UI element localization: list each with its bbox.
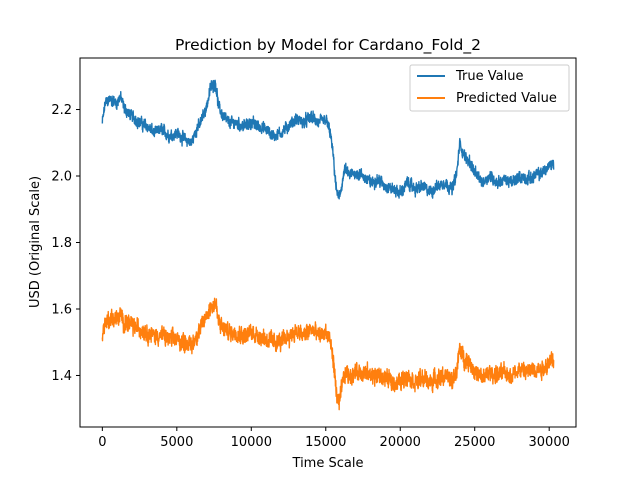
predicted-value-line <box>101 297 555 411</box>
x-tick-label: 15000 <box>305 435 346 450</box>
x-tick-label: 10000 <box>231 435 272 450</box>
series-layer <box>101 79 555 411</box>
y-tick-label: 1.8 <box>51 236 72 251</box>
x-tick-label: 20000 <box>380 435 421 450</box>
y-tick-label: 2.2 <box>51 103 72 118</box>
legend: True Value Predicted Value <box>409 64 570 112</box>
y-tick-label: 2.0 <box>51 170 72 185</box>
y-tick-label: 1.4 <box>51 369 72 384</box>
y-axis: 1.4 1.6 1.8 2.0 2.2 <box>51 103 80 384</box>
x-tick-label: 30000 <box>529 435 570 450</box>
y-tick-label: 1.6 <box>51 302 72 317</box>
x-tick-label: 0 <box>98 435 106 450</box>
x-axis: 0 5000 10000 15000 20000 25000 30000 <box>98 427 570 450</box>
legend-predicted-value-label: Predicted Value <box>456 91 557 106</box>
true-value-line <box>101 79 555 200</box>
chart-title: Prediction by Model for Cardano_Fold_2 <box>175 36 481 55</box>
x-tick-label: 5000 <box>160 435 193 450</box>
x-tick-label: 25000 <box>454 435 495 450</box>
x-axis-label: Time Scale <box>292 456 364 471</box>
legend-box <box>409 64 570 112</box>
y-axis-label: USD (Original Scale) <box>28 176 43 308</box>
legend-true-value-label: True Value <box>455 69 523 84</box>
